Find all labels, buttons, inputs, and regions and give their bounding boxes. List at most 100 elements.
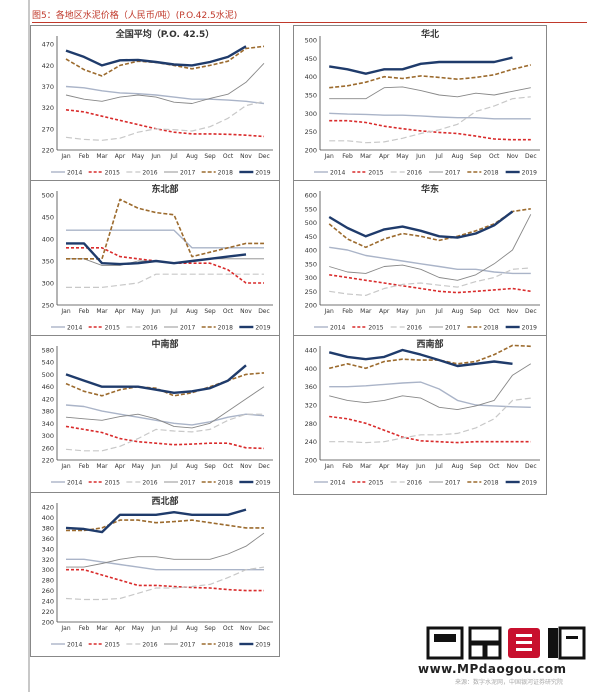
x-tick-label: May <box>132 153 145 160</box>
x-tick-label: Mar <box>96 153 108 160</box>
legend-label-2019: 2019 <box>255 642 270 649</box>
chart-title: 西北部 <box>151 495 178 507</box>
chart-title: 华北 <box>421 28 439 40</box>
y-tick-label: 540 <box>42 359 54 367</box>
x-tick-label: Mar <box>360 308 372 315</box>
y-tick-label: 400 <box>42 236 54 244</box>
series-line-2015 <box>65 109 265 138</box>
y-tick-label: 200 <box>305 302 317 310</box>
x-tick-label: Jan <box>324 463 334 470</box>
x-tick-label: Feb <box>79 625 90 632</box>
y-tick-label: 460 <box>42 383 54 391</box>
chart-svg: 西北部 200 220 240 260 280 300 320 340 360 380 400 420 J… <box>42 495 273 649</box>
chart-title: 华东 <box>421 183 439 195</box>
x-tick-label: Sep <box>204 153 216 160</box>
legend-label-2014: 2014 <box>330 325 345 332</box>
y-tick-label: 350 <box>42 258 54 266</box>
legend-label-2018: 2018 <box>483 480 498 487</box>
legend-label-2016: 2016 <box>142 642 157 649</box>
x-tick-label: Feb <box>79 153 90 160</box>
legend-label-2017: 2017 <box>180 642 195 649</box>
watermark-logo <box>420 622 590 662</box>
x-tick-label: Feb <box>79 308 90 315</box>
legend-label-2018: 2018 <box>483 170 498 177</box>
legend-label-2014: 2014 <box>330 170 345 177</box>
legend-label-2014: 2014 <box>67 170 82 177</box>
y-tick-label: 270 <box>42 125 54 133</box>
legend-label-2019: 2019 <box>255 170 270 177</box>
series-line-2016 <box>65 413 264 452</box>
series-line-2016 <box>329 397 531 444</box>
legend-label-2016: 2016 <box>142 170 157 177</box>
x-tick-label: Mar <box>96 625 108 632</box>
y-tick-label: 300 <box>42 432 54 440</box>
legend-label-2015: 2015 <box>105 642 120 649</box>
x-tick-label: Apr <box>115 153 126 160</box>
y-tick-label: 420 <box>42 62 54 70</box>
legend-label-2015: 2015 <box>105 325 120 332</box>
legend-label-2018: 2018 <box>218 642 233 649</box>
x-tick-label: Jul <box>169 153 178 160</box>
legend-label-2014: 2014 <box>67 642 82 649</box>
series-line-2019 <box>65 45 247 67</box>
title-rule <box>32 22 587 23</box>
y-tick-label: 350 <box>305 260 317 268</box>
y-tick-label: 420 <box>42 504 54 512</box>
x-tick-label: Dec <box>258 625 270 632</box>
x-tick-label: Jul <box>169 463 178 470</box>
legend-label-2019: 2019 <box>255 480 270 487</box>
y-tick-label: 450 <box>42 214 54 222</box>
series-line-2014 <box>329 112 531 120</box>
y-tick-label: 250 <box>42 302 54 310</box>
series-line-2017 <box>329 214 532 281</box>
x-tick-label: Aug <box>452 153 464 160</box>
series-line-2019 <box>329 56 513 75</box>
y-tick-label: 580 <box>42 347 54 355</box>
legend-label-2018: 2018 <box>218 480 233 487</box>
legend-label-2016: 2016 <box>407 480 422 487</box>
x-tick-label: Jul <box>435 153 444 160</box>
y-tick-label: 300 <box>42 566 54 574</box>
y-tick-label: 500 <box>305 219 317 227</box>
x-tick-label: Nov <box>240 308 252 315</box>
x-tick-label: Feb <box>342 463 353 470</box>
x-tick-label: Aug <box>186 463 198 470</box>
x-tick-label: May <box>396 153 409 160</box>
series-line-2018 <box>329 344 531 370</box>
x-tick-label: Nov <box>507 308 519 315</box>
series-line-2014 <box>65 85 265 105</box>
y-tick-label: 500 <box>305 37 317 45</box>
series-line-2015 <box>65 425 265 450</box>
y-tick-label: 320 <box>42 104 54 112</box>
x-tick-label: Apr <box>379 153 390 160</box>
y-tick-label: 200 <box>42 619 54 627</box>
x-tick-label: Jul <box>435 308 444 315</box>
y-tick-label: 500 <box>42 192 54 200</box>
x-tick-label: Dec <box>258 153 270 160</box>
legend-label-2017: 2017 <box>180 325 195 332</box>
x-tick-label: Nov <box>240 625 252 632</box>
series-line-2016 <box>329 96 531 144</box>
chart-svg: 全国平均（P.O. 42.5） 220 270 320 370 420 470 Jan Feb M… <box>42 28 273 177</box>
legend-label-2015: 2015 <box>105 170 120 177</box>
series-line-2014 <box>329 381 531 408</box>
y-tick-label: 400 <box>42 514 54 522</box>
x-tick-label: Sep <box>204 308 216 315</box>
x-tick-label: Jun <box>150 308 161 315</box>
y-tick-label: 300 <box>42 280 54 288</box>
x-tick-label: Apr <box>115 463 126 470</box>
series-line-2015 <box>329 274 531 294</box>
x-tick-label: Jun <box>415 308 426 315</box>
chart-panel-northeast: 东北部 250 300 350 400 450 500 Jan Feb Mar Apr May Jun J… <box>30 180 280 340</box>
x-tick-label: Oct <box>223 625 234 632</box>
x-tick-label: Mar <box>360 463 372 470</box>
x-tick-label: Nov <box>507 463 519 470</box>
chart-panel-central-south: 中南部 220 260 300 340 380 420 460 500 540 580 Jan Feb M… <box>30 335 280 495</box>
legend-label-2015: 2015 <box>368 480 383 487</box>
y-tick-label: 300 <box>305 274 317 282</box>
x-tick-label: Jun <box>415 153 426 160</box>
legend-label-2018: 2018 <box>218 325 233 332</box>
series-line-2019 <box>328 348 513 368</box>
x-tick-label: Jun <box>150 625 161 632</box>
x-tick-label: Oct <box>489 463 500 470</box>
